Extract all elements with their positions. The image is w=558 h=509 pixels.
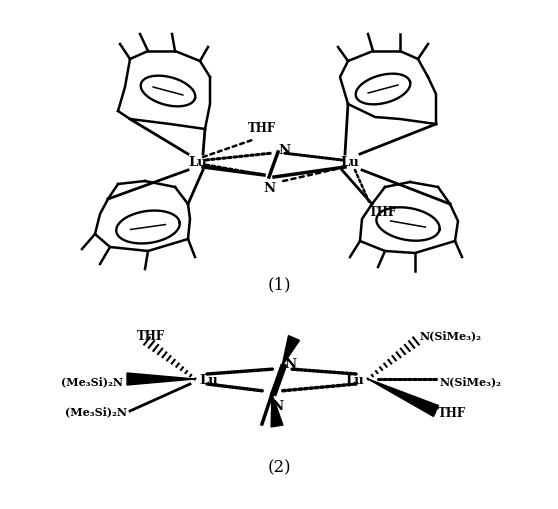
Polygon shape xyxy=(282,336,300,366)
Text: THF: THF xyxy=(248,121,276,134)
Text: THF: THF xyxy=(137,329,165,342)
Text: N: N xyxy=(263,181,275,194)
Text: Lu: Lu xyxy=(199,373,218,386)
Text: N: N xyxy=(278,144,290,157)
Text: (1): (1) xyxy=(267,276,291,293)
Text: THF: THF xyxy=(438,407,466,420)
Text: Lu: Lu xyxy=(345,373,364,386)
Text: N(SiMe₃)₂: N(SiMe₃)₂ xyxy=(440,376,502,387)
Text: Lu: Lu xyxy=(189,156,208,169)
Text: THF: THF xyxy=(369,206,397,219)
Text: N: N xyxy=(271,400,283,413)
Text: N(SiMe₃)₂: N(SiMe₃)₂ xyxy=(420,330,482,341)
Text: (Me₃Si)₂N: (Me₃Si)₂N xyxy=(65,406,127,417)
Text: N: N xyxy=(284,358,296,371)
Text: (2): (2) xyxy=(267,459,291,475)
Polygon shape xyxy=(127,373,195,385)
Text: Lu: Lu xyxy=(340,156,359,169)
Polygon shape xyxy=(368,379,439,416)
Text: (Me₃Si)₂N: (Me₃Si)₂N xyxy=(61,376,123,387)
Polygon shape xyxy=(271,394,283,427)
